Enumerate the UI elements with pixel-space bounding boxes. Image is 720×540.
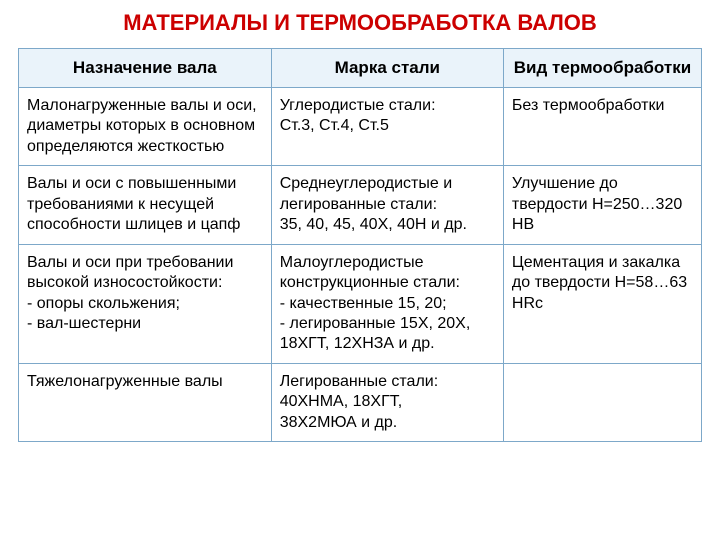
cell-r3-c1: Легированные стали: 40ХНМА, 18ХГТ, 38Х2М…	[271, 363, 503, 441]
cell-r3-c0: Тяжелонагруженные валы	[19, 363, 272, 441]
table-header-row: Назначение вала Марка стали Вид термообр…	[19, 49, 702, 88]
cell-r0-c1: Углеродистые стали: Ст.3, Ст.4, Ст.5	[271, 87, 503, 165]
cell-r3-c2	[503, 363, 701, 441]
table-row: Валы и оси при требовании высокой износо…	[19, 244, 702, 363]
table-row: Валы и оси с повышенными требованиями к …	[19, 166, 702, 244]
page-title: МАТЕРИАЛЫ И ТЕРМООБРАБОТКА ВАЛОВ	[18, 10, 702, 36]
col-header-1: Марка стали	[271, 49, 503, 88]
cell-r2-c1: Малоуглеродистые конструкционные стали: …	[271, 244, 503, 363]
cell-r1-c2: Улучшение до твердости Н=250…320 НВ	[503, 166, 701, 244]
cell-r1-c0: Валы и оси с повышенными требованиями к …	[19, 166, 272, 244]
cell-r2-c2: Цементация и закалка до твердости Н=58…6…	[503, 244, 701, 363]
cell-r2-c0: Валы и оси при требовании высокой износо…	[19, 244, 272, 363]
materials-table: Назначение вала Марка стали Вид термообр…	[18, 48, 702, 442]
cell-r0-c2: Без термообработки	[503, 87, 701, 165]
cell-r1-c1: Среднеуглеродистые и легированные стали:…	[271, 166, 503, 244]
table-row: Малонагруженные валы и оси, диаметры кот…	[19, 87, 702, 165]
cell-r0-c0: Малонагруженные валы и оси, диаметры кот…	[19, 87, 272, 165]
col-header-0: Назначение вала	[19, 49, 272, 88]
col-header-2: Вид термообработки	[503, 49, 701, 88]
table-row: Тяжелонагруженные валы Легированные стал…	[19, 363, 702, 441]
